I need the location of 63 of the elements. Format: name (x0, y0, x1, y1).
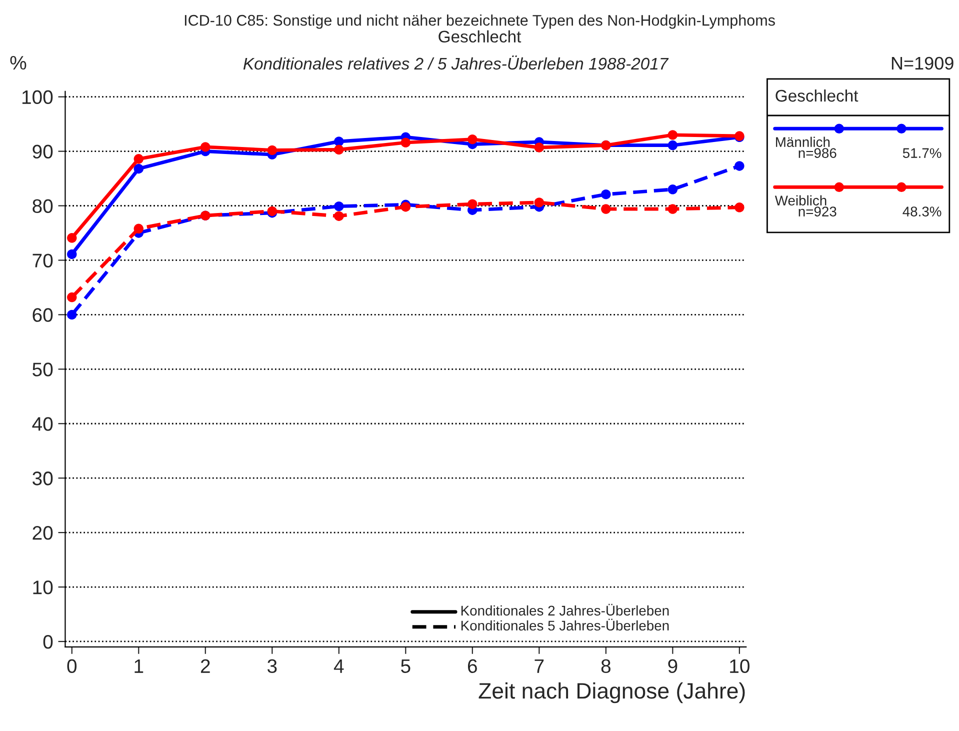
y-axis-title: % (10, 56, 26, 70)
point (400, 138, 411, 148)
point (734, 161, 744, 171)
point (534, 198, 544, 208)
point (67, 292, 77, 302)
point (267, 145, 278, 156)
point (468, 134, 478, 144)
point (668, 140, 678, 150)
x-tick-label: 4 (334, 659, 344, 673)
chart-title: ICD-10 C85: Sonstige und nicht näher bezeichnete Typen des Non-Hodgkin-Lymphoms (184, 14, 775, 29)
point (334, 136, 344, 146)
x-tick-label: 7 (534, 659, 544, 673)
x-tick-label: 6 (468, 659, 477, 674)
x-tick-label: 1 (134, 659, 144, 673)
point (668, 184, 678, 194)
x-tick-label: 8 (601, 659, 610, 674)
point (601, 189, 611, 200)
y-tick-label: 40 (32, 417, 53, 431)
point (334, 201, 344, 212)
x-axis-title: Zeit nach Diagnose (Jahre) (478, 682, 745, 704)
x-tick-label: 0 (67, 659, 77, 674)
chart-subtitle: Geschlecht (438, 30, 522, 43)
point (134, 164, 144, 174)
point (734, 202, 744, 212)
y-tick-label: 70 (32, 254, 53, 268)
point (668, 130, 678, 140)
text: n=986 (798, 148, 836, 158)
point (668, 204, 678, 214)
annotation: Konditionales 2 Jahres-Überleben (461, 604, 669, 616)
legend-label: Männlich (776, 136, 830, 148)
point (67, 310, 77, 320)
y-tick-label: 100 (22, 90, 53, 104)
point (601, 204, 611, 214)
legend-label: Weiblich (774, 195, 826, 206)
x-tick-label: 5 (401, 659, 410, 674)
y-tick-label: 90 (32, 144, 53, 159)
point (334, 211, 344, 221)
x-tick-label: 3 (267, 659, 277, 674)
legend-title: Geschlecht (776, 89, 858, 102)
y-tick-label: 20 (32, 526, 53, 540)
text: Konditionales relatives 2 / 5 Jahres-Überleben 1988-2017 (243, 55, 669, 70)
x-tick-label: 10 (730, 659, 750, 674)
y-tick-label: 30 (32, 472, 53, 486)
x-tick-label: 9 (668, 659, 678, 674)
y-tick-label: 0 (43, 634, 53, 649)
text: 51.7% (902, 148, 942, 158)
point (468, 199, 478, 209)
text: 48.3% (902, 206, 942, 216)
y-tick-label: 60 (32, 308, 53, 322)
point (134, 224, 144, 234)
y-tick-label: 50 (32, 362, 53, 376)
annotation: Konditionales 5 Jahres-Überleben (461, 618, 669, 631)
y-tick-label: 80 (32, 199, 53, 213)
point (334, 144, 344, 155)
point (534, 142, 544, 152)
y-tick-label: 10 (33, 580, 53, 594)
point (67, 249, 77, 260)
x-tick-label: 2 (200, 659, 210, 673)
point (134, 154, 144, 164)
point (67, 233, 77, 243)
text: n=923 (798, 206, 836, 216)
point (200, 142, 210, 152)
text: N=1909 (892, 56, 954, 70)
